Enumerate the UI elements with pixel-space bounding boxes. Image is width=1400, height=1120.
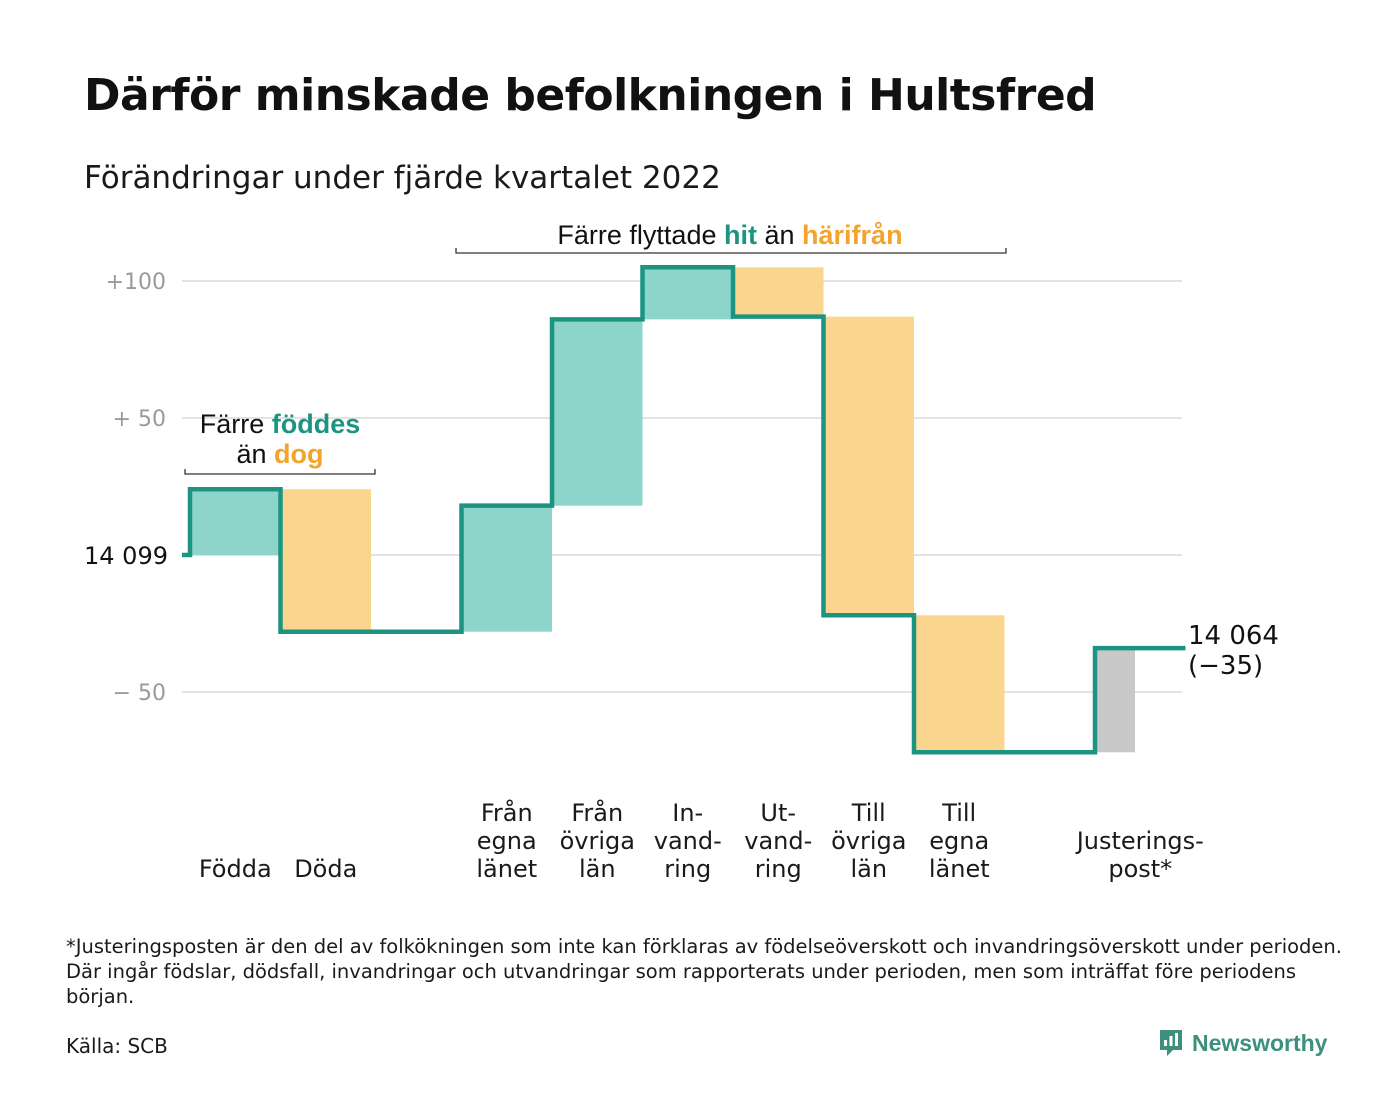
brand-logo: Newsworthy bbox=[1158, 1028, 1327, 1058]
category-label: In-vand-ring bbox=[654, 799, 722, 883]
bar-från-egna-länet bbox=[461, 505, 552, 632]
annotation-births: Färre föddes än dog bbox=[200, 409, 361, 469]
waterfall-chart: +100 + 50 − 50 14 099 Födda Döda Från egna läne… bbox=[84, 220, 1279, 883]
bar-till-övriga-län bbox=[823, 316, 914, 616]
y-axis-ticks: +100 + 50 − 50 14 099 bbox=[84, 270, 168, 706]
end-change-label: (−35) bbox=[1188, 651, 1263, 681]
category-label: Döda bbox=[294, 855, 357, 883]
category-label: Ut-vand-ring bbox=[744, 799, 812, 883]
y-tick-label: + 50 bbox=[113, 407, 166, 432]
annotation-bracket bbox=[455, 248, 1007, 254]
brand-name: Newsworthy bbox=[1192, 1029, 1328, 1056]
category-labels: Födda Döda Från egna länet Från övriga län In-va… bbox=[199, 798, 1204, 883]
end-value-label: 14 064 bbox=[1188, 621, 1279, 651]
chart-subtitle: Förändringar under fjärde kvartalet 2022 bbox=[84, 160, 721, 196]
bar-ut-vand-ring bbox=[733, 267, 824, 317]
bar-till-egna-länet bbox=[914, 615, 1005, 753]
bar-in-vand-ring bbox=[642, 267, 733, 320]
annotations: Färre föddes än dog Färre flyttade hit än … bbox=[184, 220, 1007, 475]
y-tick-label: +100 bbox=[106, 270, 166, 295]
chart-title: Därför minskade befolkningen i Hultsfred bbox=[84, 70, 1097, 121]
y-tick-label: − 50 bbox=[113, 681, 166, 706]
start-value-label: 14 099 bbox=[84, 542, 168, 570]
category-label: Justerings-post* bbox=[1075, 827, 1204, 883]
running-total-step-line bbox=[182, 265, 1186, 755]
source-note: Källa: SCB bbox=[66, 1034, 168, 1058]
annotation-bracket bbox=[184, 469, 376, 475]
category-label: Från egna länet bbox=[476, 798, 537, 883]
newsworthy-logo-icon bbox=[1160, 1030, 1182, 1056]
footnote: *Justeringsposten är den del av folkökni… bbox=[66, 935, 1342, 1008]
category-label: Från övriga län bbox=[560, 798, 635, 883]
bar-döda bbox=[280, 489, 371, 632]
end-labels: 14 064(−35) bbox=[1188, 621, 1279, 681]
bar-födda bbox=[190, 489, 281, 555]
category-label: Till egna länet bbox=[929, 799, 990, 883]
category-label: Födda bbox=[199, 855, 272, 883]
category-label: Till övriga län bbox=[831, 799, 906, 883]
bar-från-övriga-län bbox=[552, 319, 643, 506]
annotation-migration: Färre flyttade hit än härifrån bbox=[557, 220, 902, 250]
bar-justerings-post bbox=[1095, 648, 1135, 753]
bars bbox=[190, 267, 1135, 753]
running-total-line bbox=[182, 265, 1186, 755]
